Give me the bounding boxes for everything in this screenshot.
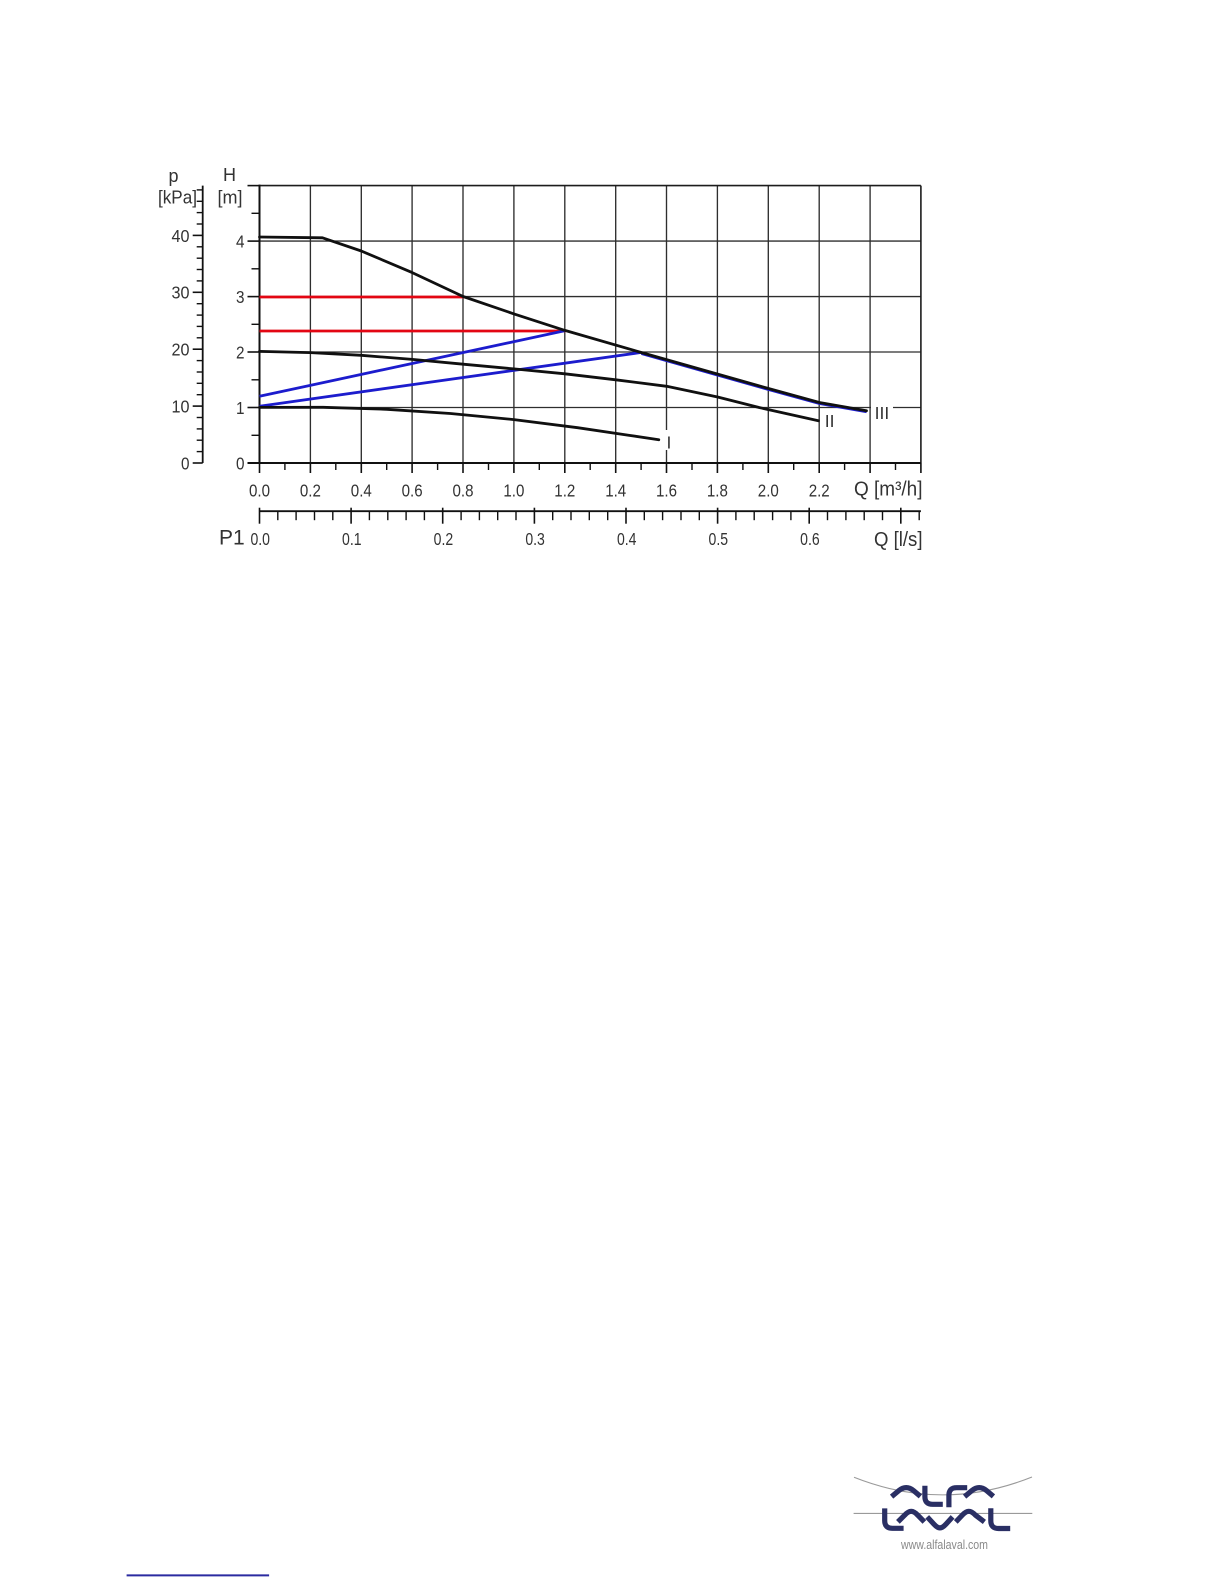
svg-text:1.2: 1.2 bbox=[554, 481, 575, 501]
svg-text:III: III bbox=[875, 403, 890, 423]
svg-text:0.2: 0.2 bbox=[300, 481, 321, 501]
svg-text:20: 20 bbox=[172, 340, 190, 360]
svg-text:0: 0 bbox=[236, 453, 245, 473]
svg-text:3: 3 bbox=[236, 287, 245, 307]
svg-text:0.8: 0.8 bbox=[453, 481, 474, 501]
svg-text:p: p bbox=[168, 166, 178, 186]
svg-text:1: 1 bbox=[236, 398, 245, 418]
svg-text:0.1: 0.1 bbox=[342, 529, 362, 549]
svg-text:1.8: 1.8 bbox=[707, 481, 728, 501]
svg-text:0.0: 0.0 bbox=[250, 529, 270, 549]
svg-text:[m]: [m] bbox=[218, 188, 243, 208]
svg-text:2.0: 2.0 bbox=[758, 481, 779, 501]
svg-text:Q [l/s]: Q [l/s] bbox=[874, 529, 923, 551]
svg-text:0.3: 0.3 bbox=[525, 529, 545, 549]
svg-text:30: 30 bbox=[172, 283, 190, 303]
svg-text:1.4: 1.4 bbox=[605, 481, 626, 501]
svg-text:0.6: 0.6 bbox=[402, 481, 423, 501]
svg-text:0.0: 0.0 bbox=[249, 481, 270, 501]
svg-text:[kPa]: [kPa] bbox=[158, 188, 197, 208]
svg-text:10: 10 bbox=[172, 397, 190, 417]
svg-text:Q [m³/h]: Q [m³/h] bbox=[854, 479, 923, 501]
svg-text:4: 4 bbox=[236, 232, 245, 252]
svg-text:0.4: 0.4 bbox=[617, 529, 637, 549]
svg-text:40: 40 bbox=[172, 226, 190, 246]
svg-text:I: I bbox=[667, 432, 672, 452]
svg-text:0.2: 0.2 bbox=[434, 529, 454, 549]
svg-text:0.5: 0.5 bbox=[709, 529, 729, 549]
svg-text:II: II bbox=[825, 411, 835, 431]
svg-text:H: H bbox=[223, 165, 236, 185]
svg-text:0.6: 0.6 bbox=[800, 529, 820, 549]
svg-text:0: 0 bbox=[181, 453, 190, 473]
svg-text:www.alfalaval.com: www.alfalaval.com bbox=[900, 1538, 988, 1552]
svg-text:0.4: 0.4 bbox=[351, 481, 372, 501]
svg-text:1.6: 1.6 bbox=[656, 481, 677, 501]
svg-text:2.2: 2.2 bbox=[809, 481, 830, 501]
svg-text:2: 2 bbox=[236, 342, 245, 362]
svg-text:1.0: 1.0 bbox=[503, 481, 524, 501]
svg-text:P1: P1 bbox=[219, 527, 245, 550]
